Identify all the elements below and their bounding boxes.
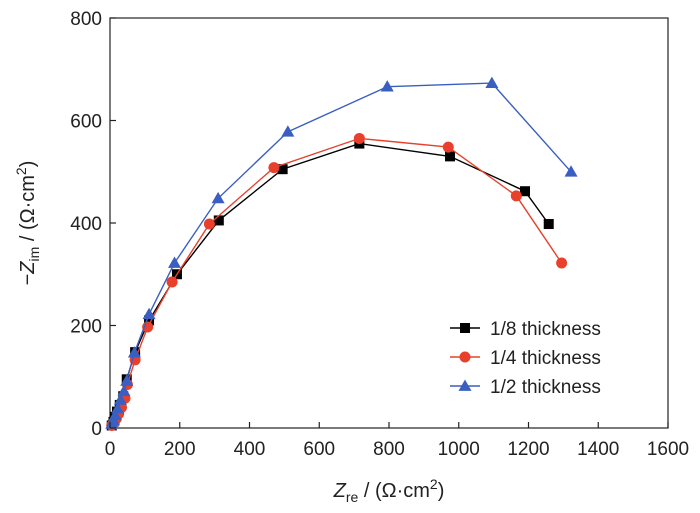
data-point: [510, 190, 522, 202]
legend-marker: [460, 323, 470, 333]
data-point: [108, 408, 122, 421]
data-point: [113, 393, 127, 405]
x-tick-label: 400: [234, 439, 266, 460]
legend: 1/8 thickness 1/4 thickness 1/2 thickness: [450, 319, 601, 398]
series-line: [111, 142, 550, 426]
data-point: [117, 384, 131, 396]
data-point: [442, 141, 454, 153]
data-point: [120, 374, 134, 386]
data-point: [564, 165, 578, 177]
legend-label: 1/8 thickness: [490, 319, 601, 340]
data-point: [211, 191, 225, 204]
series-3: [105, 76, 578, 429]
series-line: [111, 82, 572, 425]
y-tick-label: 600: [70, 112, 102, 133]
data-point: [203, 218, 215, 230]
legend-marker: [459, 351, 471, 363]
data-point: [380, 80, 394, 92]
data-point: [277, 164, 288, 175]
legend-label: 1/4 thickness: [490, 348, 601, 369]
data-point: [445, 151, 456, 162]
x-tick-label: 200: [164, 439, 196, 460]
data-point: [142, 307, 156, 320]
y-tick-label: 200: [70, 317, 102, 338]
data-point: [144, 315, 155, 326]
axes-layer: 0 200 400 600 800 1000 1200 1400 1600 0 200 400 600 8…: [13, 9, 689, 505]
legend-label: 1/2 thickness: [490, 377, 601, 398]
x-tick-label: 800: [373, 439, 405, 460]
data-point: [213, 215, 224, 226]
y-axis-title: −Zim / (Ω·cm2): [13, 161, 42, 286]
legend-item: 1/8 thickness: [450, 319, 601, 340]
x-tick-label: 1000: [438, 439, 480, 460]
x-tick-label: 600: [303, 439, 335, 460]
data-point: [520, 186, 531, 197]
x-tick-label: 0: [105, 439, 116, 460]
data-point: [111, 402, 125, 414]
legend-item: 1/2 thickness: [450, 377, 601, 398]
x-tick-label: 1400: [577, 439, 619, 460]
data-point: [543, 219, 554, 230]
data-point: [268, 162, 280, 174]
legend-item: 1/4 thickness: [450, 348, 601, 369]
y-tick-label: 400: [70, 214, 102, 235]
x-axis-title: Zre / (Ω·cm2): [333, 476, 445, 505]
data-point: [168, 256, 182, 268]
data-point: [556, 257, 568, 269]
y-tick-label: 0: [91, 419, 102, 440]
data-point: [127, 346, 141, 358]
data-point: [281, 125, 295, 137]
legend-marker: [458, 379, 472, 391]
data-point: [485, 76, 499, 88]
data-point: [166, 276, 178, 288]
data-point: [353, 132, 365, 144]
x-tick-label: 1600: [647, 439, 689, 460]
x-tick-label: 1200: [507, 439, 549, 460]
y-tick-label: 800: [70, 9, 102, 30]
